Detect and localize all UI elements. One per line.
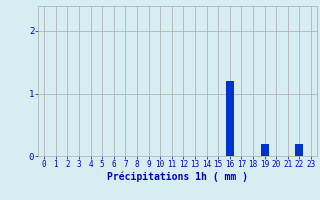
Bar — [260, 144, 269, 156]
Bar — [226, 81, 234, 156]
Bar — [295, 144, 303, 156]
X-axis label: Précipitations 1h ( mm ): Précipitations 1h ( mm ) — [107, 172, 248, 182]
